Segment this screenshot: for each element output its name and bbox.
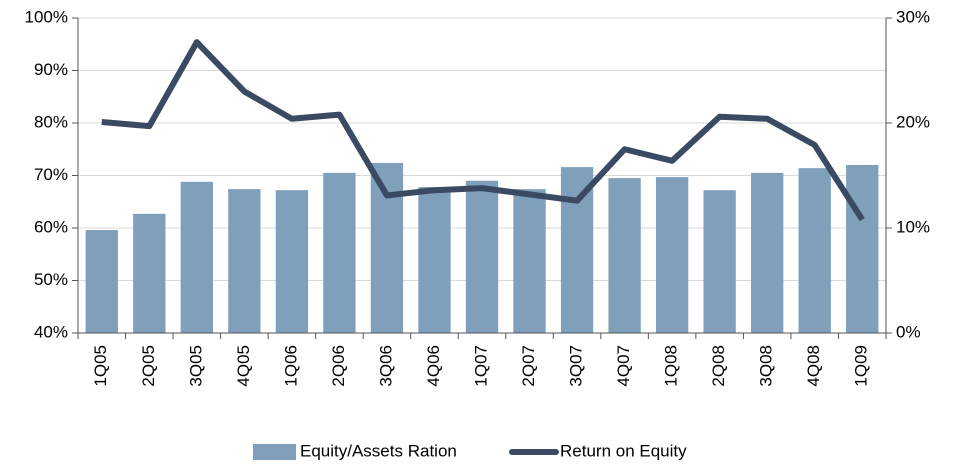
- y2-tick-label: 30%: [896, 7, 930, 26]
- y-tick-label: 60%: [34, 217, 68, 236]
- x-tick-label: 2Q08: [709, 345, 728, 387]
- bar: [180, 181, 213, 333]
- x-tick-label: 1Q09: [852, 345, 871, 387]
- bar: [846, 165, 879, 333]
- y2-tick-label: 10%: [896, 217, 930, 236]
- bar: [85, 230, 118, 333]
- y2-tick-label: 20%: [896, 112, 930, 131]
- bar: [513, 189, 546, 333]
- x-tick-label: 4Q05: [234, 345, 253, 387]
- y-tick-label: 50%: [34, 270, 68, 289]
- bar: [465, 180, 499, 333]
- bar: [228, 189, 261, 333]
- x-tick-label: 2Q05: [139, 345, 158, 387]
- line: [101, 39, 865, 222]
- y-tick-label: 90%: [34, 60, 68, 79]
- bar: [275, 190, 309, 333]
- x-tick-label: 4Q06: [424, 345, 443, 387]
- bar: [323, 172, 356, 333]
- x-tick-label: 3Q08: [757, 345, 776, 387]
- x-tick-label: 1Q07: [471, 345, 490, 387]
- y-tick-label: 80%: [34, 112, 68, 131]
- legend-label: Equity/Assets Ration: [300, 441, 457, 460]
- bar: [655, 177, 689, 333]
- bar: [798, 168, 831, 333]
- y-tick-label: 100%: [25, 7, 68, 26]
- x-tick-label: 4Q07: [614, 345, 633, 387]
- bar: [560, 167, 594, 333]
- y-tick-label: 40%: [34, 322, 68, 341]
- x-tick-label: 4Q08: [804, 345, 823, 387]
- y2-tick-label: 0%: [896, 322, 921, 341]
- x-tick-label: 3Q06: [376, 345, 395, 387]
- legend-swatch: [253, 444, 296, 460]
- bar: [751, 172, 784, 333]
- bar: [370, 162, 404, 333]
- legend-label: Return on Equity: [560, 441, 687, 460]
- x-tick-label: 3Q07: [567, 345, 586, 387]
- bar: [608, 178, 641, 333]
- bar: [418, 187, 451, 333]
- x-tick-label: 1Q06: [281, 345, 300, 387]
- bar: [133, 213, 166, 333]
- x-tick-label: 3Q05: [186, 345, 205, 387]
- x-tick-label: 2Q07: [519, 345, 538, 387]
- x-tick-label: 2Q06: [329, 345, 348, 387]
- bar: [703, 190, 736, 333]
- x-tick-label: 1Q05: [91, 345, 110, 387]
- y-tick-label: 70%: [34, 165, 68, 184]
- x-tick-label: 1Q08: [662, 345, 681, 387]
